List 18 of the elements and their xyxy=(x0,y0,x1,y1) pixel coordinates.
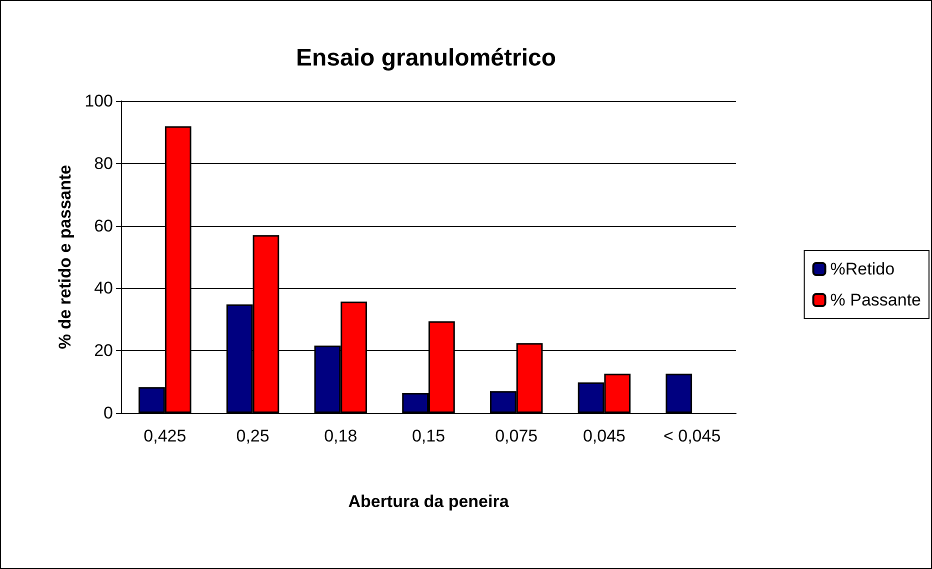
y-tick-label: 40 xyxy=(94,278,113,298)
chart-title: Ensaio granulométrico xyxy=(296,44,556,72)
y-tick-label: 60 xyxy=(94,216,113,236)
x-tick-label: 0,15 xyxy=(412,426,446,446)
x-tick-label: 0,18 xyxy=(324,426,358,446)
y-tick-label: 0 xyxy=(104,404,113,422)
y-tick-label: 80 xyxy=(94,154,113,173)
y-tick-label: 100 xyxy=(84,92,113,110)
x-tick-label: < 0,045 xyxy=(663,426,721,446)
x-tick-label: 0,425 xyxy=(144,426,186,446)
legend-label: % Passante xyxy=(830,290,922,310)
x-axis-title: Abertura da peneira xyxy=(348,492,510,511)
y-tick-label: 20 xyxy=(94,341,113,360)
x-tick-label: 0,075 xyxy=(495,426,538,446)
x-tick-label: 0,045 xyxy=(582,426,626,446)
y-axis-title: % de retido e passante xyxy=(56,164,75,350)
legend-label: %Retido xyxy=(830,260,895,278)
x-tick-label: 0,25 xyxy=(236,426,270,446)
